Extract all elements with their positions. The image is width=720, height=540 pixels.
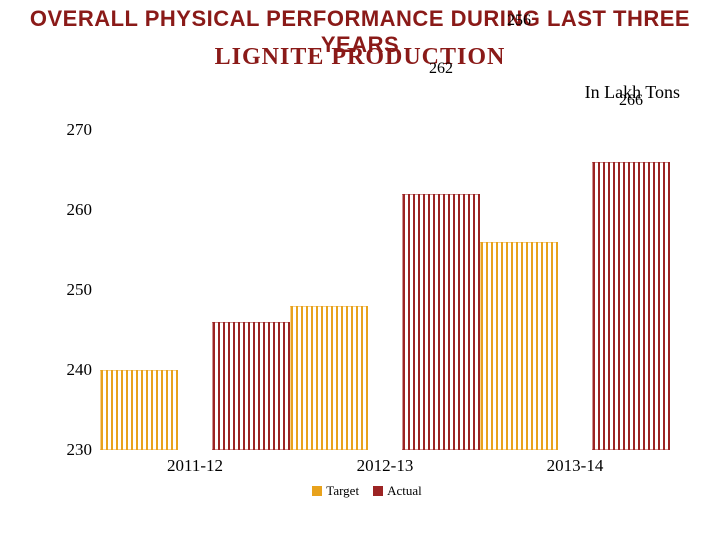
legend-label: Actual: [387, 483, 422, 498]
actual-bar: [592, 162, 670, 450]
actual-bar: [402, 194, 480, 450]
y-tick: 250: [52, 280, 92, 300]
plot-area: 240246248262256266: [100, 130, 670, 450]
x-tick: 2011-12: [100, 456, 290, 476]
y-tick: 240: [52, 360, 92, 380]
chart: 240246248262256266 230240250260270 2011-…: [50, 130, 670, 500]
legend-swatch: [373, 486, 383, 496]
legend: Target Actual: [50, 482, 670, 499]
y-tick: 230: [52, 440, 92, 460]
actual-bar: [212, 322, 290, 450]
target-bar: [480, 242, 558, 450]
legend-label: Target: [326, 483, 359, 498]
x-tick: 2013-14: [480, 456, 670, 476]
y-tick: 260: [52, 200, 92, 220]
target-bar: [100, 370, 178, 450]
x-tick: 2012-13: [290, 456, 480, 476]
bar-value-label: 262: [402, 60, 480, 127]
bar-value-label: 246: [212, 0, 290, 127]
bar-value-label: 256: [480, 12, 558, 127]
bar-value-label: 248: [290, 0, 368, 127]
legend-swatch: [312, 486, 322, 496]
bar-value-label: 266: [592, 92, 670, 127]
bar-value-label: 240: [100, 0, 178, 127]
target-bar: [290, 306, 368, 450]
y-tick: 270: [52, 120, 92, 140]
